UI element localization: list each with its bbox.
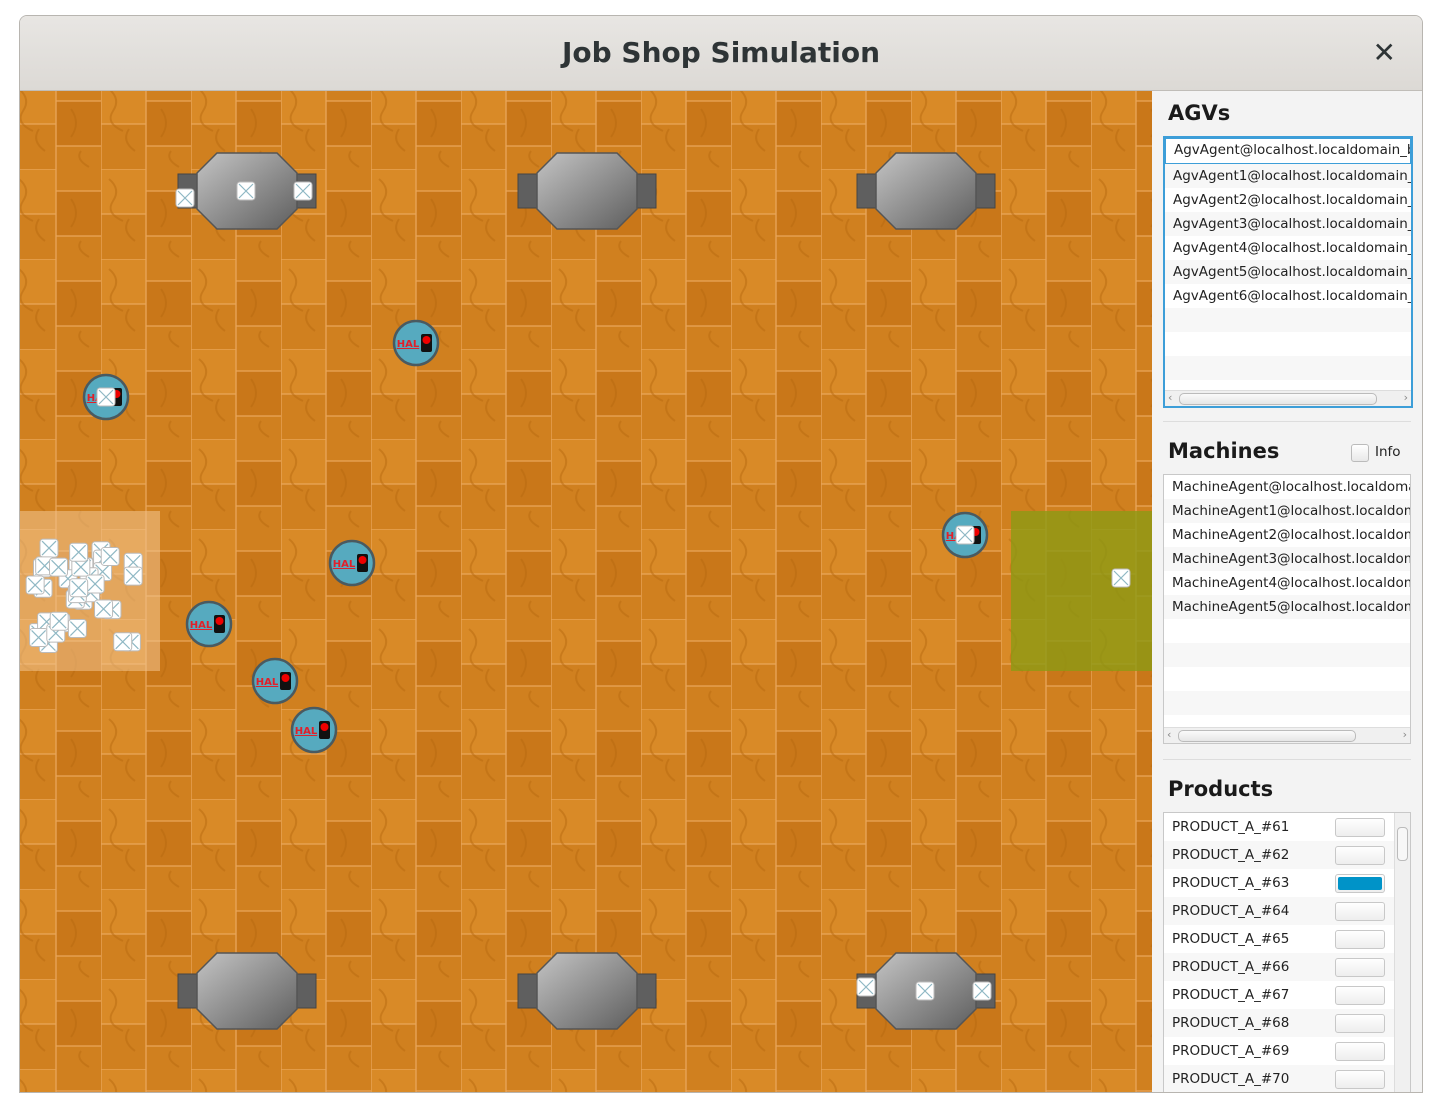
machine[interactable] bbox=[856, 152, 996, 230]
product-box bbox=[856, 977, 876, 997]
product-box bbox=[236, 181, 256, 201]
machine[interactable] bbox=[177, 952, 317, 1030]
product-name: PRODUCT_A_#62 bbox=[1172, 847, 1290, 863]
machine-list-item[interactable]: MachineAgent5@localhost.localdoma bbox=[1164, 595, 1410, 619]
product-list-item[interactable]: PRODUCT_A_#66 bbox=[1164, 953, 1395, 981]
product-list-item[interactable]: PRODUCT_A_#68 bbox=[1164, 1009, 1395, 1037]
product-box bbox=[49, 611, 69, 631]
product-name: PRODUCT_A_#68 bbox=[1172, 1015, 1290, 1031]
product-progress-bar bbox=[1335, 846, 1385, 865]
product-name: PRODUCT_A_#64 bbox=[1172, 903, 1290, 919]
agv-robot[interactable]: HAL bbox=[251, 657, 299, 705]
product-progress-bar bbox=[1335, 902, 1385, 921]
info-label: Info bbox=[1375, 444, 1401, 460]
product-box bbox=[123, 566, 143, 586]
product-progress-bar bbox=[1335, 1042, 1385, 1061]
product-list-item[interactable]: PRODUCT_A_#65 bbox=[1164, 925, 1395, 953]
carried-product-box bbox=[96, 387, 116, 407]
product-box bbox=[69, 542, 89, 562]
machine-list-item[interactable]: MachineAgent2@localhost.localdoma bbox=[1172, 527, 1410, 543]
product-list-item[interactable]: PRODUCT_A_#64 bbox=[1164, 897, 1395, 925]
machine-list-item[interactable]: MachineAgent1@localhost.localdoma bbox=[1164, 499, 1410, 523]
carried-product-box bbox=[955, 525, 975, 545]
product-progress-bar bbox=[1335, 1014, 1385, 1033]
product-list-item[interactable]: PRODUCT_A_#69 bbox=[1164, 1037, 1395, 1065]
product-list-item[interactable]: PRODUCT_A_#61 bbox=[1164, 813, 1395, 841]
machine-list-item[interactable]: MachineAgent@localhost.localdomai bbox=[1172, 479, 1410, 495]
product-name: PRODUCT_A_#66 bbox=[1172, 959, 1290, 975]
machine-list[interactable]: MachineAgent@localhost.localdomai Machine… bbox=[1163, 474, 1411, 744]
agv-list-item[interactable]: AgvAgent6@localhost.localdomain_b bbox=[1173, 288, 1411, 304]
product-progress-bar bbox=[1335, 818, 1385, 837]
machines-heading: Machines bbox=[1168, 439, 1280, 463]
product-box bbox=[85, 574, 105, 594]
agv-robot[interactable]: HAL bbox=[82, 373, 130, 421]
product-box bbox=[69, 578, 89, 598]
product-box bbox=[29, 627, 49, 648]
product-list-scrollbar[interactable] bbox=[1394, 813, 1410, 1092]
machine-list-item[interactable]: MachineAgent4@localhost.localdoma bbox=[1172, 575, 1410, 591]
product-progress-bar bbox=[1335, 986, 1385, 1005]
product-box bbox=[93, 599, 114, 619]
product-box bbox=[67, 618, 87, 639]
agv-label: HAL bbox=[397, 339, 420, 350]
product-name: PRODUCT_A_#70 bbox=[1172, 1071, 1290, 1087]
product-box bbox=[25, 575, 45, 595]
title-bar: Job Shop Simulation ✕ bbox=[20, 16, 1422, 91]
side-panel: AGVs AgvAgent@localhost.localdomain_bx Ag… bbox=[1153, 91, 1422, 1092]
agv-robot[interactable]: HAL bbox=[290, 706, 338, 754]
agv-label: HAL bbox=[190, 620, 213, 631]
product-box bbox=[972, 981, 992, 1001]
agv-label: HAL bbox=[333, 559, 356, 570]
product-progress-bar bbox=[1335, 1070, 1385, 1089]
agv-robot[interactable]: HAL bbox=[185, 600, 233, 648]
machine[interactable] bbox=[517, 152, 657, 230]
product-box bbox=[1111, 568, 1131, 588]
agv-label: HAL bbox=[256, 677, 279, 688]
window-title: Job Shop Simulation bbox=[561, 36, 881, 69]
product-list-item[interactable]: PRODUCT_A_#62 bbox=[1164, 841, 1395, 869]
product-name: PRODUCT_A_#63 bbox=[1172, 875, 1290, 891]
product-progress-bar bbox=[1335, 874, 1385, 893]
machine[interactable] bbox=[517, 952, 657, 1030]
close-icon[interactable]: ✕ bbox=[1372, 36, 1396, 69]
agv-robot[interactable]: HAL bbox=[941, 511, 989, 559]
machine-list-item[interactable]: MachineAgent3@localhost.localdoma bbox=[1164, 547, 1410, 571]
product-list-item[interactable]: PRODUCT_A_#70 bbox=[1164, 1065, 1395, 1092]
agv-robot[interactable]: HAL bbox=[392, 319, 440, 367]
agv-list-item[interactable]: AgvAgent4@localhost.localdomain_b bbox=[1173, 240, 1411, 256]
machine-list-scrollbar[interactable]: ‹ › bbox=[1164, 727, 1410, 743]
product-box bbox=[113, 632, 133, 652]
product-box bbox=[175, 188, 195, 208]
product-box bbox=[915, 981, 935, 1001]
agv-list-item[interactable]: AgvAgent@localhost.localdomain_bx bbox=[1165, 138, 1411, 164]
shop-floor: HAL HAL HAL HAL HAL HAL HAL bbox=[20, 91, 1152, 1092]
product-box bbox=[100, 546, 120, 567]
product-progress-bar bbox=[1335, 930, 1385, 949]
product-name: PRODUCT_A_#61 bbox=[1172, 819, 1290, 835]
output-storage-zone bbox=[1011, 511, 1152, 671]
product-progress-bar bbox=[1335, 958, 1385, 977]
product-list-item[interactable]: PRODUCT_A_#63 bbox=[1164, 869, 1395, 897]
product-box bbox=[39, 538, 59, 558]
agv-label: HAL bbox=[295, 726, 318, 737]
agvs-heading: AGVs bbox=[1168, 101, 1231, 125]
product-list[interactable]: PRODUCT_A_#61 PRODUCT_A_#62 PRODUCT_A_#63 P… bbox=[1163, 812, 1411, 1092]
agv-list-item[interactable]: AgvAgent2@localhost.localdomain_b bbox=[1173, 192, 1411, 208]
product-name: PRODUCT_A_#65 bbox=[1172, 931, 1290, 947]
products-heading: Products bbox=[1168, 777, 1274, 801]
agv-list-item[interactable]: AgvAgent1@localhost.localdomain_b bbox=[1165, 164, 1411, 188]
agv-list-item[interactable]: AgvAgent5@localhost.localdomain_b bbox=[1165, 260, 1411, 284]
app-window: Job Shop Simulation ✕ HALHALHALHALHALHAL… bbox=[19, 15, 1423, 1093]
agv-list[interactable]: AgvAgent@localhost.localdomain_bx AgvAgen… bbox=[1163, 136, 1413, 408]
agv-robot[interactable]: HAL bbox=[328, 539, 376, 587]
info-checkbox[interactable] bbox=[1351, 444, 1369, 462]
product-box bbox=[48, 557, 69, 577]
agv-list-item[interactable]: AgvAgent3@localhost.localdomain_b bbox=[1165, 212, 1411, 236]
product-list-item[interactable]: PRODUCT_A_#67 bbox=[1164, 981, 1395, 1009]
product-name: PRODUCT_A_#69 bbox=[1172, 1043, 1290, 1059]
agv-list-scrollbar[interactable]: ‹ › bbox=[1165, 390, 1411, 406]
product-name: PRODUCT_A_#67 bbox=[1172, 987, 1290, 1003]
product-box bbox=[293, 181, 313, 201]
